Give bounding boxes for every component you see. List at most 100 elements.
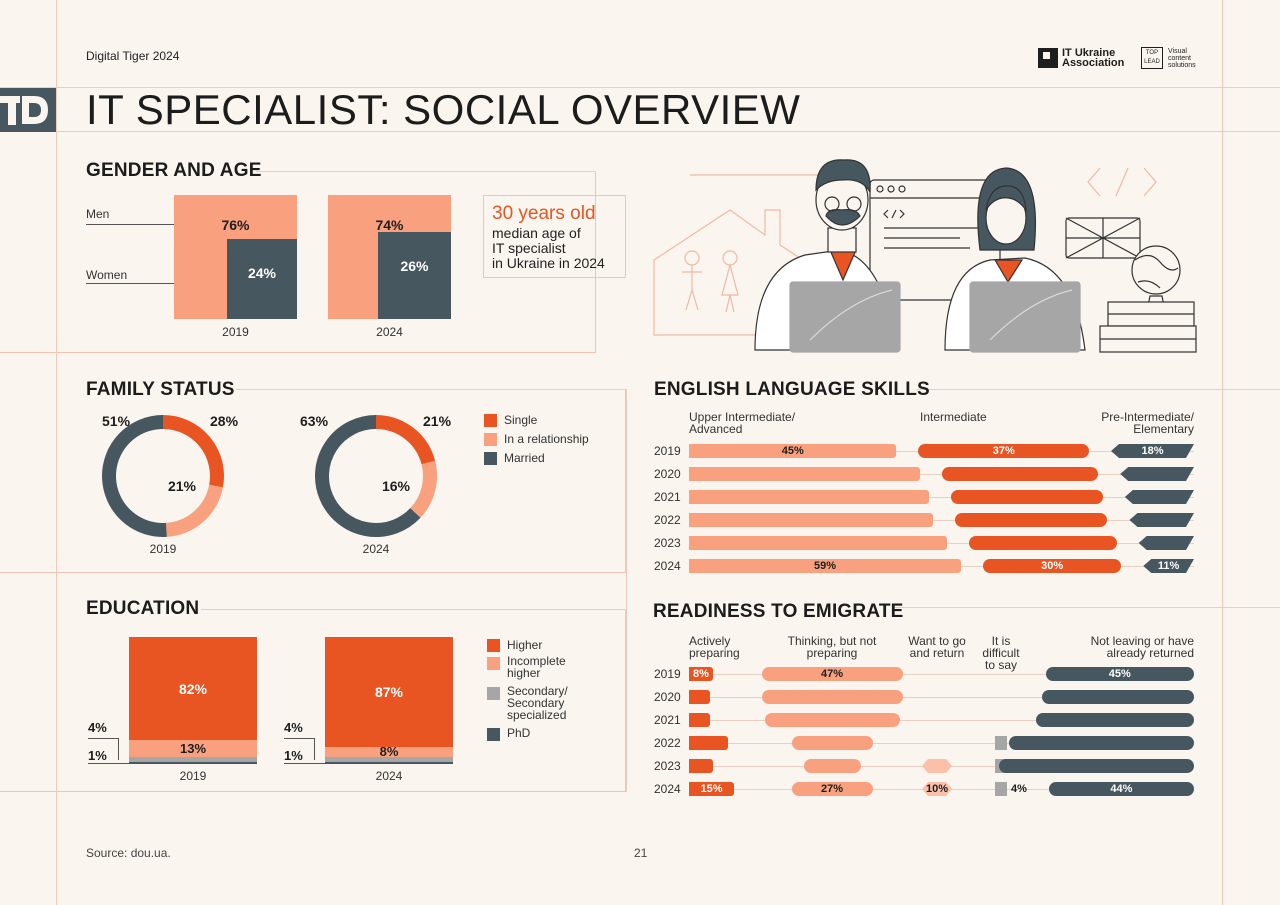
women-value: 24% (247, 264, 277, 281)
english-bar: 37% (918, 444, 1089, 458)
english-section-title: ENGLISH LANGUAGE SKILLS (654, 379, 930, 400)
emigrate-bar: 10% (922, 782, 952, 796)
leader-line (88, 738, 118, 739)
donut-value-label: 21% (168, 478, 197, 494)
english-bar (689, 467, 920, 481)
emigrate-header-notleaving: Not leaving or have already returned (1090, 634, 1194, 660)
english-bar (689, 536, 948, 550)
emigrate-bar (1035, 713, 1194, 727)
emigrate-bar (689, 690, 710, 704)
family-chart: 28% 21% 51% 2019 21% 16% 63% 2024 (102, 413, 452, 556)
legend-married: Married (504, 451, 545, 465)
brand-name: Digital Tiger 2024 (86, 49, 180, 63)
donut-slice-married (102, 415, 167, 537)
donut-value-label: 28% (210, 413, 239, 429)
guide-line (916, 389, 1280, 390)
donut-slice-in-a-relationship (410, 460, 437, 518)
emigrate-header-thinking: Thinking, but not preparing (787, 634, 877, 660)
page-number: 21 (634, 846, 648, 860)
legend-swatch-single (484, 414, 497, 427)
guide-line (0, 131, 1280, 132)
year-label: 2022 (654, 513, 681, 527)
emigrate-bar (803, 759, 861, 773)
visual-content-label: Visual content solutions (1168, 48, 1196, 69)
panel-border (0, 172, 596, 353)
globe-icon (1131, 245, 1181, 295)
leader-line (284, 738, 314, 739)
donut-value-label: 16% (382, 478, 411, 494)
leader-line (88, 763, 129, 764)
row-guide (689, 497, 1194, 498)
phd-value: 1% (284, 748, 303, 763)
english-bar: 18% (1111, 444, 1194, 458)
donut-value-label: 21% (423, 413, 452, 429)
year-label: 2019 (654, 667, 681, 681)
emigrate-bar: 47% (761, 667, 903, 681)
code-brackets-icon (1087, 167, 1157, 197)
family-section-title: FAMILY STATUS (86, 379, 235, 400)
secondary-value: 4% (284, 720, 303, 735)
year-label: 2019 (150, 542, 177, 556)
median-age-callout: 30 years old median age of IT specialist… (483, 195, 626, 278)
legend-women: Women (86, 268, 128, 282)
emigrate-header-want: Want to go and return (908, 634, 966, 660)
english-bar (689, 513, 934, 527)
guide-line (0, 87, 1280, 88)
year-label: 2023 (654, 536, 681, 550)
donut-slice-in-a-relationship (165, 484, 223, 537)
phd-segment (325, 762, 453, 764)
emigrate-value: 4% (1011, 783, 1027, 795)
english-bar (969, 536, 1117, 550)
gender-section-title: GENDER AND AGE (86, 160, 262, 181)
emigrate-bar: 8% (689, 667, 713, 681)
incomplete-segment (325, 747, 453, 757)
phd-value: 1% (88, 748, 107, 763)
english-bar (941, 467, 1099, 481)
donut-value-label: 51% (102, 413, 131, 429)
emigrate-bar (689, 736, 728, 750)
leader-line (86, 283, 232, 284)
year-label: 2019 (179, 769, 207, 783)
it-specialists-illustration (653, 159, 1197, 353)
legend-men: Men (86, 207, 110, 221)
secondary-segment (129, 757, 257, 762)
guide-line (893, 607, 1280, 608)
english-bar (689, 490, 929, 504)
legend-single: Single (504, 413, 538, 427)
it-ukraine-logo: IT Ukraine Association (1062, 47, 1125, 69)
english-bar (1139, 536, 1194, 550)
page-title: IT SPECIALIST: SOCIAL OVERVIEW (86, 86, 801, 133)
higher-value: 82% (178, 680, 208, 697)
toplead-logo: TOP LEAD (1141, 47, 1163, 69)
year-label: 2019 (654, 444, 681, 458)
emigrate-bar: 44% (1048, 782, 1194, 796)
year-label: 2023 (654, 759, 681, 773)
year-label: 2024 (376, 325, 403, 339)
men-value: 74% (375, 217, 404, 233)
leader-line (118, 738, 119, 760)
guide-line (256, 171, 596, 172)
donut-slice-married (315, 415, 421, 537)
emigrate-bar: 27% (791, 782, 873, 796)
emigrate-header-difficult: It is difficult to say (982, 634, 1020, 672)
year-label: 2020 (654, 467, 681, 481)
legend-swatch-incomplete (487, 657, 500, 670)
legend-phd: PhD (507, 726, 531, 740)
row-guide (689, 697, 1194, 698)
guide-line (56, 0, 57, 905)
emigrate-bar (995, 782, 1007, 796)
year-label: 2024 (363, 542, 390, 556)
year-label: 2024 (654, 782, 681, 796)
emigrate-bar (761, 690, 903, 704)
emigrate-bar (689, 759, 713, 773)
source-note: Source: dou.ua. (86, 846, 171, 860)
english-bar: 59% (689, 559, 961, 573)
emigrate-bar: 15% (689, 782, 734, 796)
man-figure (754, 159, 901, 353)
it-ukraine-logo-icon (1038, 48, 1058, 68)
english-bar (955, 513, 1108, 527)
incomplete-value: 8% (379, 744, 399, 759)
woman-figure (944, 167, 1086, 353)
english-header-upper: Upper Intermediate/Advanced (689, 410, 796, 436)
english-bar: 11% (1143, 559, 1194, 573)
